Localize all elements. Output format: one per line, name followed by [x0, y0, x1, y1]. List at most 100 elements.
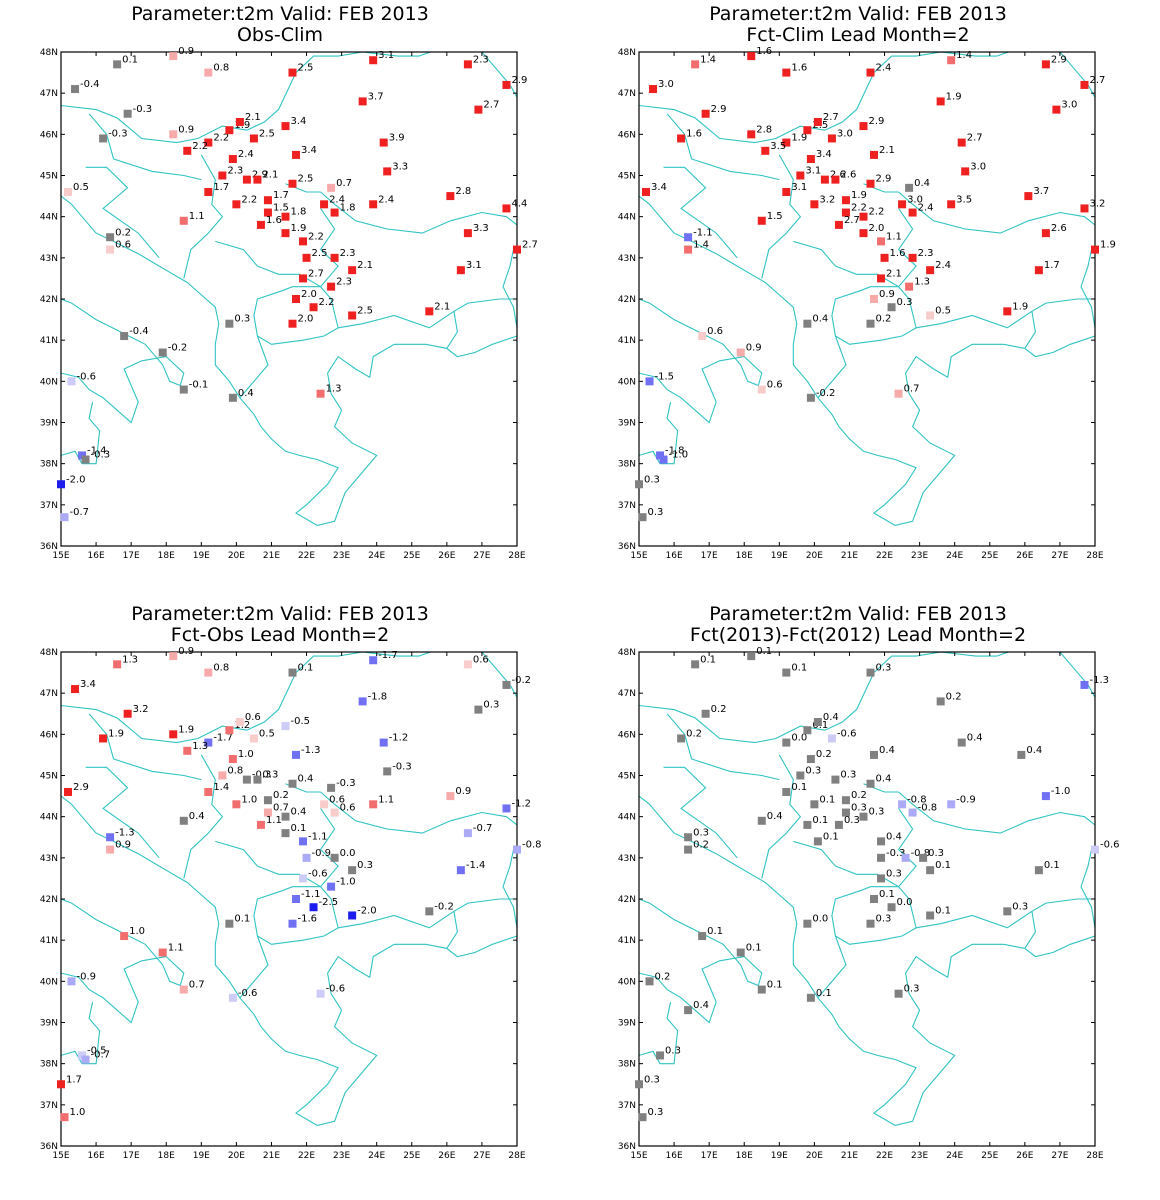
station-value-label: 2.6 — [830, 170, 846, 181]
station-value-label: 0.4 — [1026, 745, 1042, 756]
station-value-label: 3.1 — [805, 166, 821, 177]
station-marker — [684, 233, 693, 242]
station-marker — [810, 800, 819, 809]
station-value-label: 0.7 — [273, 803, 289, 814]
panel-subtitle: Fct(2013)-Fct(2012) Lead Month=2 — [689, 624, 1027, 646]
station-marker — [747, 130, 756, 139]
coastline — [666, 113, 780, 181]
station-marker — [926, 911, 935, 920]
station-marker — [64, 787, 73, 796]
coastline — [61, 795, 517, 1126]
station-value-label: -0.6 — [308, 868, 328, 879]
lon-tick-label: 23E — [333, 1151, 350, 1161]
station-value-label: 2.0 — [868, 223, 884, 234]
lon-tick-label: 27E — [1051, 1151, 1068, 1161]
station-value-label: 0.7 — [189, 980, 205, 991]
station-marker — [316, 389, 325, 398]
lon-tick-label: 24E — [368, 1151, 385, 1161]
station-value-label: -0.3 — [336, 778, 356, 789]
lon-tick-label: 25E — [981, 551, 998, 561]
station-value-label: 3.0 — [907, 194, 923, 205]
station-marker — [502, 804, 511, 813]
station-value-label: -0.7 — [473, 823, 493, 834]
station-value-label: -0.3 — [91, 450, 111, 461]
station-marker — [901, 853, 910, 862]
station-marker — [877, 237, 886, 246]
coastline-layer — [639, 652, 1095, 1126]
station-marker — [78, 451, 87, 460]
station-marker — [379, 738, 388, 747]
station-marker — [474, 105, 483, 114]
station-value-label: -0.6 — [326, 984, 346, 995]
coastline — [817, 935, 847, 999]
station-value-label: 0.1 — [791, 663, 807, 674]
coastline — [253, 808, 339, 945]
station-value-label: -0.6 — [77, 371, 97, 382]
station-value-label: 3.0 — [1061, 100, 1077, 111]
station-value-label: 0.4 — [767, 811, 783, 822]
station-value-label: 0.2 — [115, 227, 131, 238]
station-value-label: 3.2 — [133, 704, 149, 715]
station-value-label: 3.1 — [791, 182, 807, 193]
map-frame — [638, 651, 1096, 1147]
lat-tick-label: 42N — [618, 295, 636, 305]
station-value-label: 3.7 — [1033, 186, 1049, 197]
lat-tick-label: 46N — [618, 730, 636, 740]
station-value-label: 2.7 — [823, 112, 839, 123]
station-value-label: -1.4 — [466, 860, 486, 871]
station-marker — [898, 200, 907, 209]
panel-subtitle: Obs-Clim — [236, 24, 324, 46]
station-marker — [263, 208, 272, 217]
station-value-label: 2.2 — [319, 297, 335, 308]
station-value-label: 0.1 — [234, 914, 250, 925]
station-marker — [228, 393, 237, 402]
station-value-label: 0.8 — [227, 766, 243, 777]
station-marker — [919, 853, 928, 862]
station-marker — [281, 722, 290, 731]
station-marker — [348, 911, 357, 920]
lon-tick-label: 17E — [701, 551, 718, 561]
station-value-label: 2.9 — [868, 116, 884, 127]
station-value-label: -0.9 — [956, 794, 976, 805]
station-value-label: 3.7 — [368, 91, 384, 102]
coastline — [338, 298, 517, 329]
station-value-label: 0.3 — [665, 1045, 681, 1056]
lat-tick-label: 39N — [618, 419, 636, 429]
station-marker — [330, 208, 339, 217]
station-marker — [870, 895, 879, 903]
lat-tick-label: 40N — [40, 377, 58, 387]
station-marker — [757, 816, 766, 825]
station-marker — [225, 319, 234, 328]
coastline — [502, 244, 517, 328]
station-value-label: 3.3 — [392, 161, 408, 172]
station-marker — [463, 829, 472, 838]
station-value-label: -1.2 — [389, 733, 409, 744]
station-value-label: 0.1 — [935, 905, 951, 916]
lon-tick-label: 18E — [736, 551, 753, 561]
station-value-label: -0.5 — [290, 716, 310, 727]
lat-tick-label: 48N — [40, 48, 58, 58]
station-marker — [309, 903, 318, 912]
station-value-label: 3.5 — [956, 194, 972, 205]
station-marker — [747, 52, 756, 61]
station-marker — [656, 451, 665, 460]
station-value-label: 1.5 — [767, 211, 783, 222]
station-marker — [67, 377, 76, 386]
station-marker — [841, 796, 850, 805]
station-value-label: 0.4 — [967, 733, 983, 744]
station-value-label: 2.9 — [876, 174, 892, 185]
station-marker — [320, 200, 329, 209]
station-marker — [425, 907, 434, 916]
station-marker — [288, 319, 297, 328]
station-value-label: 1.9 — [1012, 301, 1028, 312]
station-marker — [877, 274, 886, 283]
station-marker — [796, 171, 805, 180]
coastline — [61, 298, 185, 424]
station-marker — [757, 985, 766, 994]
station-value-label: 3.0 — [970, 161, 986, 172]
station-marker — [947, 56, 956, 65]
station-marker — [677, 734, 686, 743]
station-value-label: 0.4 — [298, 774, 314, 785]
station-marker — [834, 220, 843, 229]
station-value-label: 0.4 — [823, 712, 839, 723]
